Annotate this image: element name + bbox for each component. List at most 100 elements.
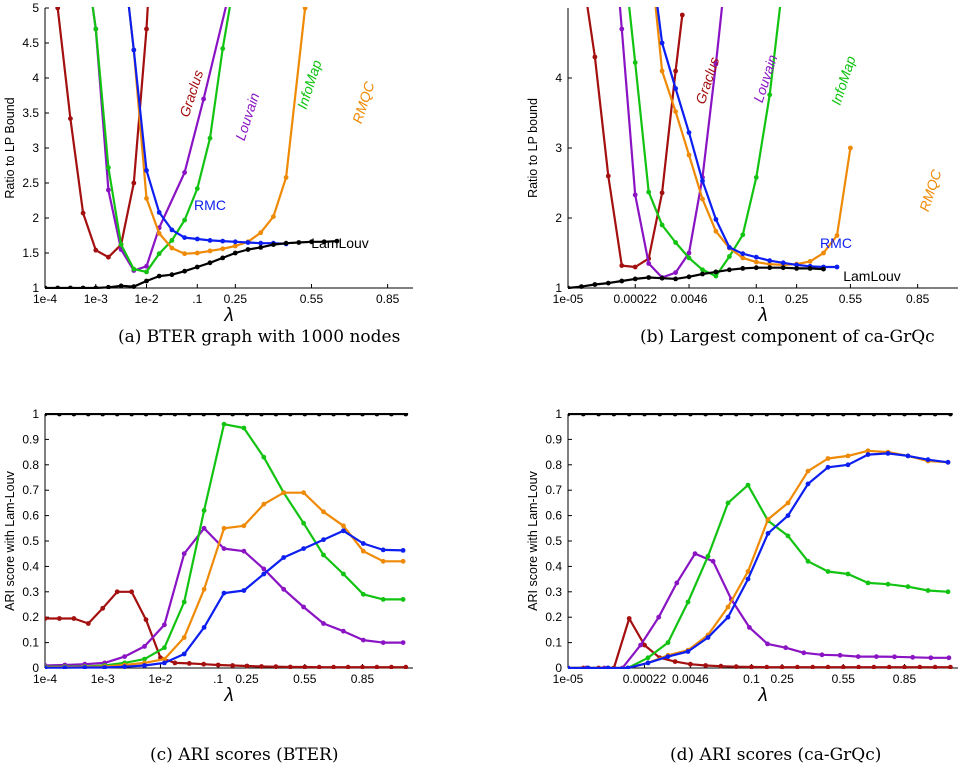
series-line-infomap [628, 7, 782, 278]
data-point [807, 259, 813, 264]
data-point [871, 664, 877, 669]
series-infomap [568, 482, 951, 669]
data-point [568, 413, 571, 417]
data-point [321, 537, 326, 543]
data-point [845, 571, 851, 577]
data-point [713, 217, 719, 222]
data-point [659, 222, 665, 228]
data-point [374, 413, 380, 417]
data-point [85, 621, 91, 626]
data-point [259, 413, 264, 417]
y-tick-label: 0.3 [22, 585, 39, 599]
data-point [745, 569, 751, 574]
data-point [158, 413, 163, 417]
data-point [765, 641, 770, 647]
data-point [753, 259, 759, 265]
series-line-rmc [656, 7, 837, 269]
data-point [122, 654, 127, 659]
data-point [321, 239, 327, 245]
data-point [740, 266, 746, 271]
caption-d: (d) ARI scores (ca-GrQc) [670, 745, 882, 765]
data-point [625, 665, 631, 669]
data-point [201, 508, 207, 513]
data-point [886, 413, 892, 417]
data-point [703, 663, 708, 668]
data-point [679, 12, 685, 18]
data-point [68, 116, 73, 121]
data-point [795, 413, 800, 417]
y-tick-label: 0.7 [22, 483, 39, 497]
data-point [143, 413, 149, 417]
data-point [917, 664, 923, 669]
data-point [740, 251, 746, 257]
series-rmqc [127, 7, 308, 257]
data-point [400, 640, 406, 645]
data-point [232, 239, 238, 245]
data-point [928, 655, 934, 661]
data-point [605, 173, 611, 179]
x-axis-label: λ [757, 685, 767, 706]
x-tick-label: .1 [213, 672, 223, 686]
data-point [232, 250, 238, 256]
data-point [93, 285, 99, 289]
chart-panel-a: 1 1.5 2 2.5 3 3.5 4 4.5 5 1e-4 1e-3 1e-2 .1 0.25 0.55 0… [3, 1, 413, 326]
series-label-louvain: Louvain [232, 90, 262, 142]
data-point [309, 239, 314, 245]
y-tick-label: 0.9 [545, 432, 562, 446]
series-label-graclus: Graclus [692, 55, 722, 106]
data-point [207, 260, 213, 266]
data-point [810, 664, 816, 669]
data-point [400, 597, 406, 602]
data-point [182, 251, 188, 257]
data-point [596, 413, 601, 417]
series-rmc [656, 7, 840, 270]
data-point [181, 635, 187, 640]
data-point [659, 68, 665, 74]
data-point [688, 661, 693, 667]
data-point [819, 652, 825, 658]
data-point [749, 413, 754, 417]
data-point [840, 413, 846, 417]
x-tick-label: 1e-2 [148, 672, 172, 686]
data-point [45, 285, 48, 289]
data-point [642, 642, 647, 648]
data-point [685, 599, 691, 605]
data-point [825, 569, 831, 574]
x-tick-label: 0.55 [300, 292, 324, 306]
data-point [794, 262, 799, 268]
data-point [181, 651, 187, 657]
x-tick-label: 0.00022 [614, 292, 658, 306]
x-tick-label: 0.25 [235, 672, 259, 686]
data-point [345, 413, 351, 417]
data-point [118, 283, 124, 289]
data-point [100, 605, 106, 611]
data-point [665, 640, 671, 645]
data-point [102, 665, 108, 669]
data-point [341, 528, 346, 534]
data-point [834, 264, 840, 270]
series-louvain [45, 525, 406, 668]
data-point [106, 187, 111, 193]
data-point [740, 232, 746, 238]
data-point [710, 558, 716, 564]
series-label-lamlouv: LamLouv [843, 268, 901, 284]
data-point [632, 276, 638, 282]
data-point [580, 413, 586, 417]
data-point [241, 548, 247, 554]
data-point [45, 413, 48, 417]
data-point [271, 214, 276, 220]
data-point [745, 576, 751, 582]
data-point [341, 571, 346, 577]
x-tick-label: 0.1 [748, 292, 765, 306]
data-point [686, 250, 692, 256]
data-point [674, 580, 680, 586]
data-point [301, 604, 306, 610]
y-tick-label: 2 [555, 211, 562, 225]
data-point [785, 533, 791, 539]
y-tick-label: 0.1 [22, 636, 39, 650]
series-label-louvain: Louvain [750, 52, 780, 104]
data-point [131, 284, 137, 289]
y-tick-label: 0.8 [545, 458, 562, 472]
x-axis-label: λ [757, 305, 767, 326]
y-axis-label: ARI score with Lam-Louv [3, 470, 17, 610]
